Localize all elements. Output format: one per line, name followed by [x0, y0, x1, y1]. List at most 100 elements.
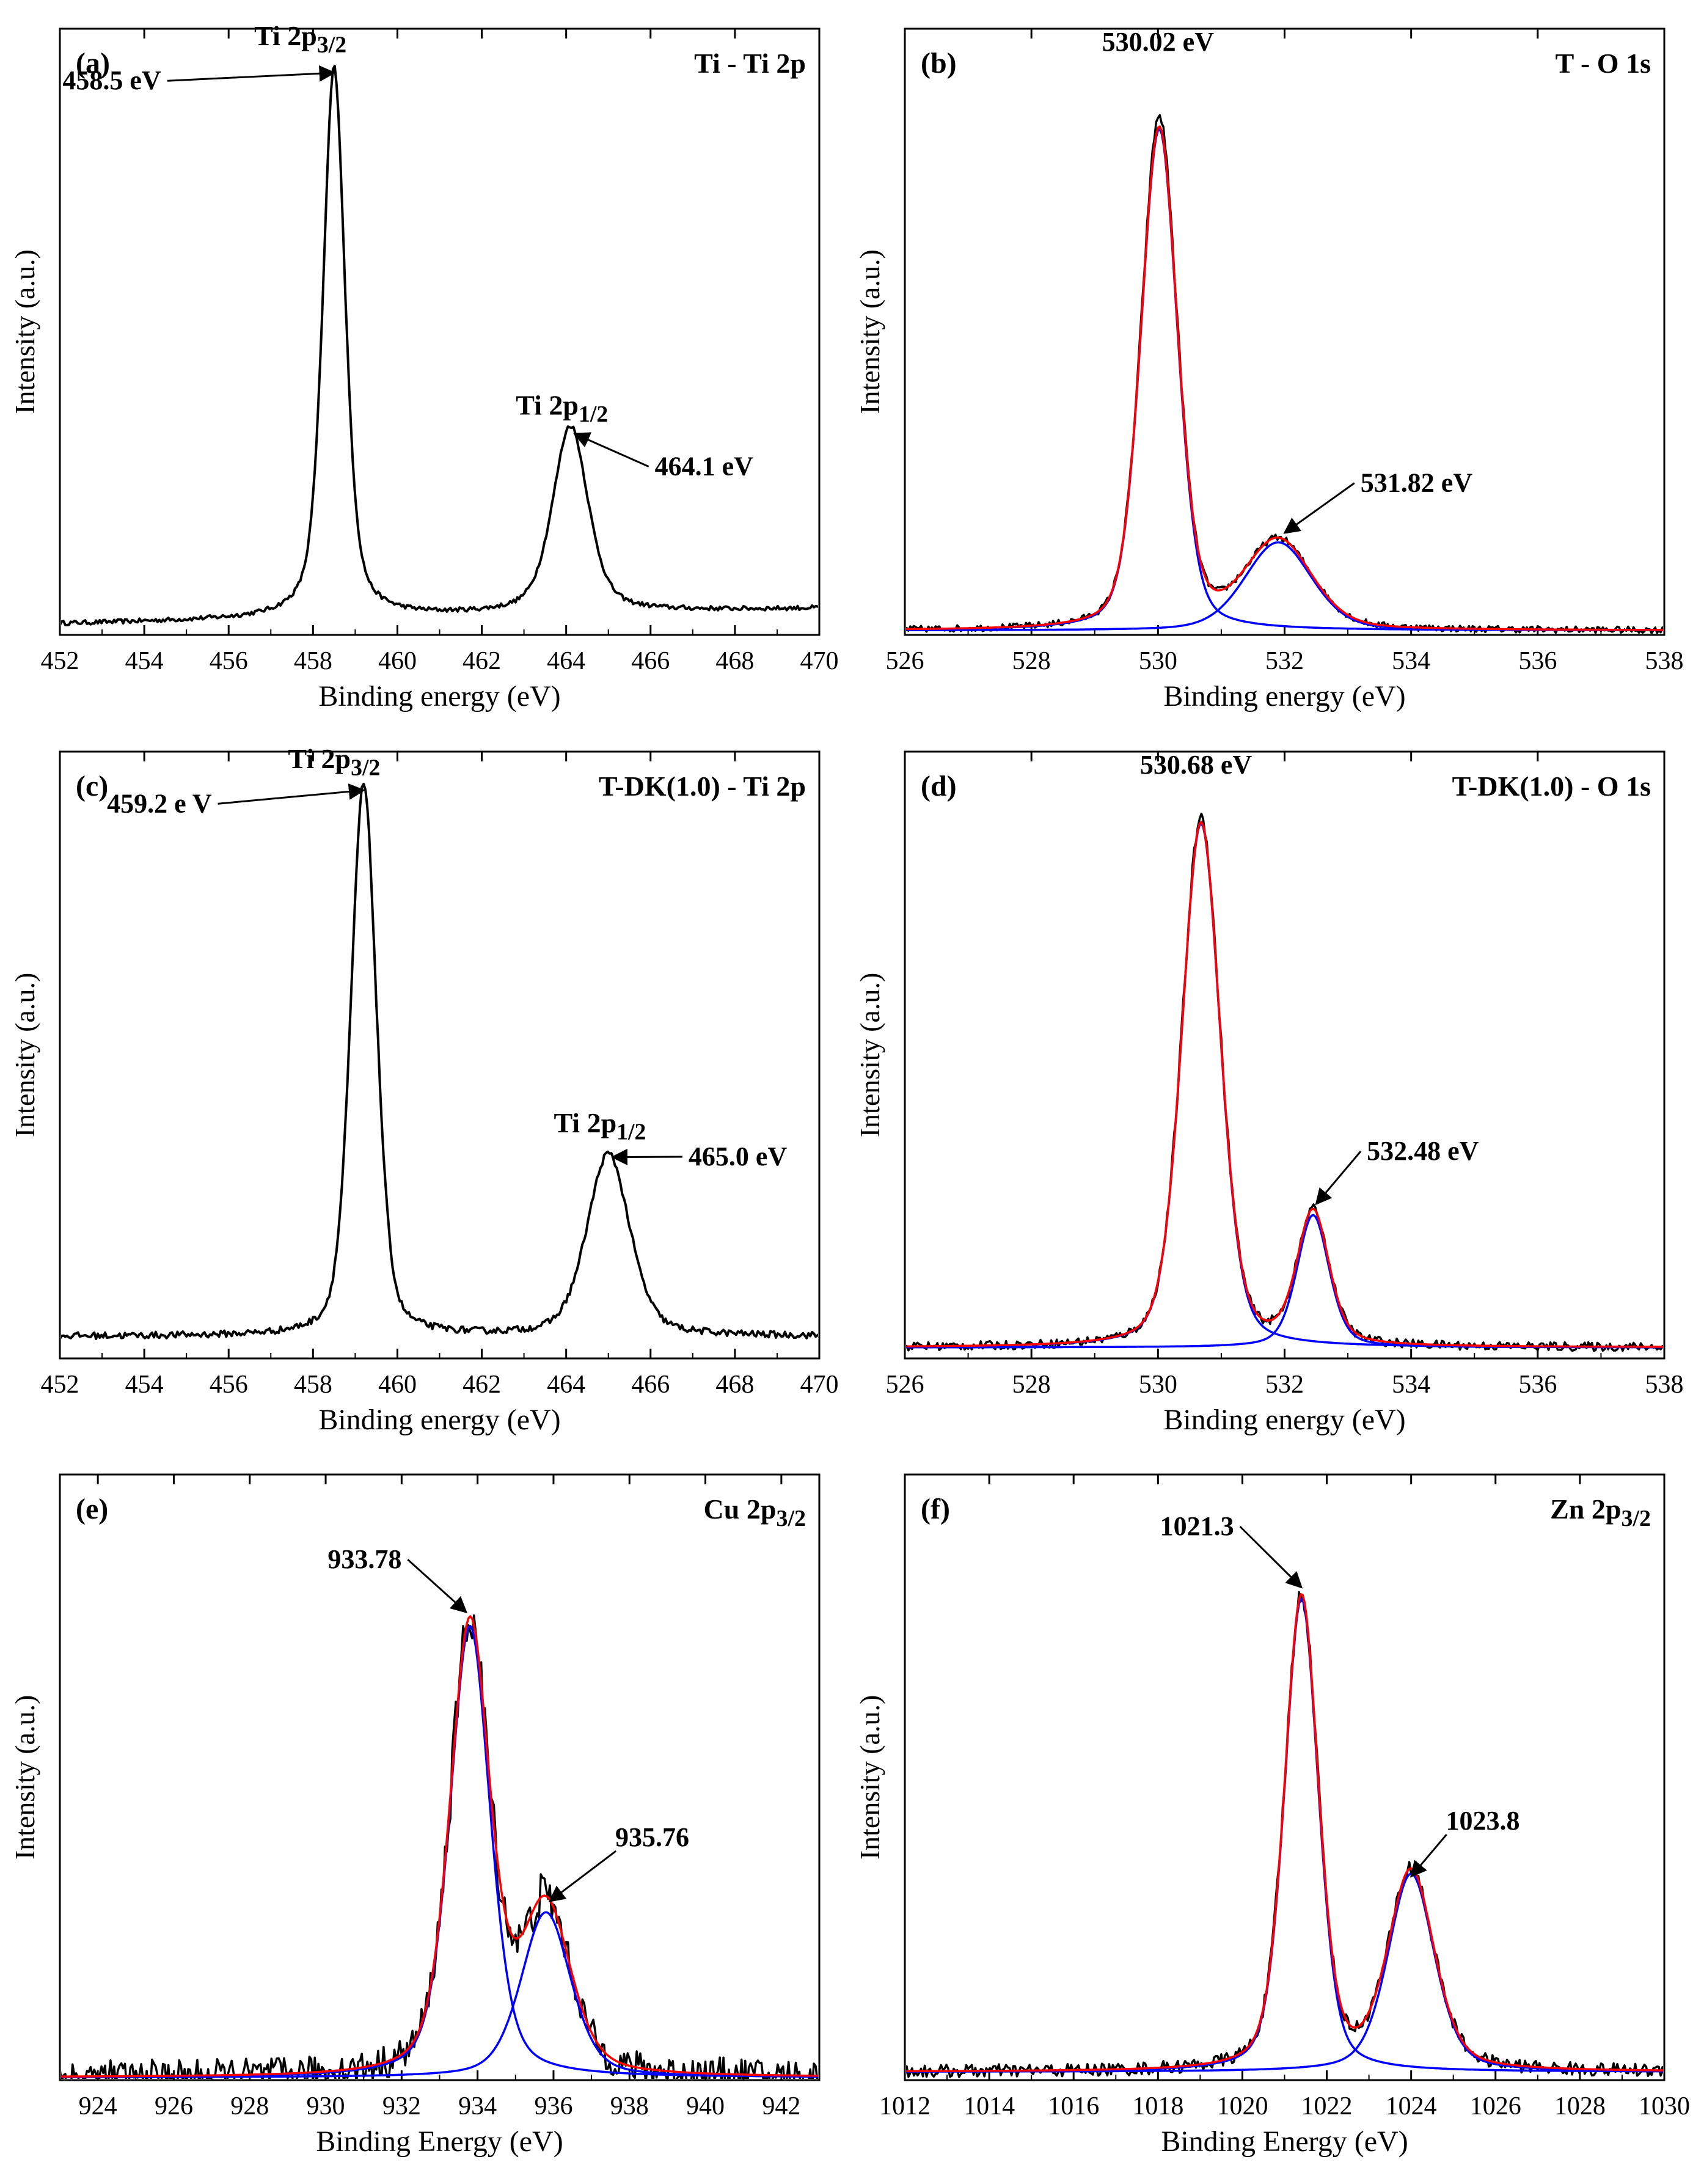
panel-title: Ti - Ti 2p [694, 48, 806, 79]
x-axis-label: Binding energy (eV) [318, 1404, 560, 1436]
x-tick-label: 536 [1518, 647, 1557, 675]
peak-label-main: Ti 2p [288, 743, 351, 774]
peak-label: Ti 2p3/2 [254, 20, 346, 58]
x-tick-label: 470 [800, 1371, 839, 1399]
x-tick-label: 1018 [1132, 2092, 1183, 2120]
peak-annotation: 458.5 eV [62, 65, 161, 95]
panel-title-main: Cu 2p [704, 1493, 777, 1525]
annotation-arrow [1315, 1151, 1362, 1206]
peak-label: Ti 2p1/2 [554, 1107, 646, 1145]
experimental-spectrum [906, 1591, 1663, 2078]
peak-annotation: 933.78 [327, 1544, 401, 1574]
panel-label: (c) [76, 770, 108, 802]
y-axis-label: Intensity (a.u.) [854, 1695, 885, 1860]
x-tick-label: 534 [1392, 647, 1430, 675]
x-tick-label: 1014 [964, 2092, 1015, 2120]
curves [906, 114, 1663, 634]
x-tick-label: 932 [382, 2092, 421, 2120]
x-tick-label: 534 [1392, 1371, 1430, 1399]
x-tick-label: 468 [715, 647, 754, 675]
x-tick-label: 452 [41, 647, 79, 675]
panel-title-main: T - O 1s [1556, 48, 1651, 79]
panel-title-sub: 3/2 [776, 1506, 806, 1531]
annotation-arrow [218, 783, 365, 805]
peak-annotation: 532.48 eV [1367, 1136, 1479, 1166]
x-tick-label: 452 [41, 1371, 79, 1399]
x-tick-label: 930 [307, 2092, 345, 2120]
peak-label-sub: 1/2 [616, 1119, 646, 1145]
fit-envelope [61, 1615, 818, 2078]
x-tick-label: 940 [686, 2092, 725, 2120]
x-axis-label: Binding energy (eV) [1163, 1404, 1405, 1436]
peak-annotation: 464.1 eV [655, 451, 754, 481]
x-tick-label: 928 [230, 2092, 269, 2120]
x-axis-label: Binding energy (eV) [1163, 680, 1405, 713]
curves [61, 64, 818, 626]
x-tick-label: 462 [463, 1371, 501, 1399]
fit-component-1 [906, 1597, 1663, 2073]
y-axis-label: Intensity (a.u.) [854, 973, 885, 1138]
plot-frame [59, 750, 821, 1360]
x-tick-label: 538 [1645, 1371, 1684, 1399]
x-tick-label: 936 [534, 2092, 572, 2120]
x-tick-label: 530 [1139, 647, 1177, 675]
plot-frame [59, 1473, 821, 2081]
peak-annotation: 1021.3 [1160, 1511, 1234, 1541]
x-tick-label: 1016 [1048, 2092, 1099, 2120]
peak-annotation: 530.02 eV [1102, 27, 1215, 57]
x-tick-label: 924 [79, 2092, 117, 2120]
experimental-spectrum [61, 1614, 818, 2079]
experimental-spectrum [906, 812, 1663, 1352]
peak-label-main: Ti 2p [254, 20, 317, 51]
peak-label-sub: 1/2 [579, 401, 608, 427]
curves [61, 1614, 818, 2079]
fit-component-2 [906, 541, 1663, 632]
fit-component-2 [61, 1911, 818, 2078]
peak-label-sub: 3/2 [317, 32, 346, 58]
peak-label: Ti 2p1/2 [516, 389, 608, 427]
panel-c: 452 454 456 458 460 462 464 466 468 470 Binding en… [9, 743, 839, 1436]
panel-b: 526 528 530 532 534 536 538 Binding energy (eV)… [854, 27, 1684, 713]
fit-component-2 [906, 1214, 1663, 1349]
panel-label: (d) [921, 770, 957, 802]
fit-component-1 [906, 822, 1663, 1349]
fit-envelope [906, 821, 1663, 1348]
x-tick-label: 464 [547, 1371, 585, 1399]
x-tick-label: 466 [631, 647, 670, 675]
peak-label-sub: 3/2 [351, 755, 380, 781]
y-axis-label: Intensity (a.u.) [9, 249, 40, 414]
panel-title: Cu 2p3/2 [704, 1493, 806, 1531]
x-tick-label: 454 [125, 647, 164, 675]
y-axis-label: Intensity (a.u.) [9, 973, 40, 1138]
x-tick-label: 942 [762, 2092, 800, 2120]
panel-d: 526 528 530 532 534 536 538 Binding energy (eV)… [854, 750, 1684, 1436]
plot-frame [904, 750, 1666, 1360]
curves [906, 1591, 1663, 2078]
peak-annotation: 465.0 eV [689, 1141, 788, 1171]
annotation-arrow [573, 432, 649, 467]
x-tick-label: 466 [631, 1371, 670, 1399]
curves [906, 812, 1663, 1352]
x-tick-label: 468 [715, 1371, 754, 1399]
panel-title: Zn 2p3/2 [1550, 1493, 1651, 1531]
annotation-arrow [1410, 1834, 1447, 1878]
experimental-spectrum [61, 783, 818, 1340]
panel-title-main: Ti - Ti 2p [694, 48, 806, 79]
x-tick-label: 462 [463, 647, 501, 675]
x-axis-label: Binding energy (eV) [318, 680, 560, 713]
x-tick-label: 526 [886, 1371, 924, 1399]
x-tick-label: 1026 [1470, 2092, 1521, 2120]
peak-label-main: Ti 2p [516, 389, 579, 420]
panel-label: (e) [76, 1493, 108, 1525]
panel-e: 924 926 928 930 932 934 936 938 940 942 Binding En… [9, 1473, 821, 2158]
x-tick-label: 460 [378, 1371, 417, 1399]
x-tick-label: 536 [1518, 1371, 1557, 1399]
panel-label: (f) [921, 1493, 950, 1525]
x-tick-label: 456 [210, 1371, 248, 1399]
annotation-arrow [1239, 1526, 1303, 1589]
x-tick-label: 532 [1265, 1371, 1304, 1399]
x-tick-label: 1022 [1301, 2092, 1353, 2120]
panel-a: 452 454 456 458 460 462 464 466 468 470 Binding en… [9, 20, 839, 713]
x-tick-label: 934 [458, 2092, 497, 2120]
